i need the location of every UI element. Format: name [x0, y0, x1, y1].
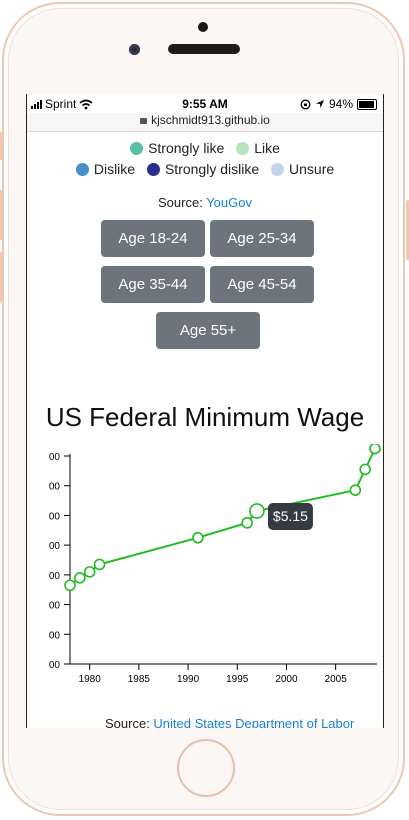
legend-label: Unsure — [289, 161, 335, 177]
battery-icon — [357, 98, 377, 110]
y-tick-label: 00 — [49, 630, 61, 641]
legend-swatch — [271, 162, 285, 176]
status-left: Sprint — [31, 97, 93, 111]
rotation-lock-icon — [300, 99, 311, 109]
address-bar[interactable]: kjschmidt913.github.io — [27, 113, 383, 132]
age-55-plus-button[interactable]: Age 55+ — [156, 312, 260, 349]
legend-label: Dislike — [93, 161, 136, 177]
volume-up-button — [0, 190, 3, 240]
legend-label: Like — [254, 140, 280, 156]
minimum-wage-chart: 00 00 00 00 00 00 00 00 1980 1985 1990 1995 2000 2005… — [49, 444, 381, 685]
age-45-54-button[interactable]: Age 45-54 — [210, 266, 314, 303]
legend-item-strongly-like: Strongly like — [130, 140, 224, 156]
x-tick-label: 1985 — [128, 674, 151, 685]
x-tick-label: 2000 — [275, 674, 298, 685]
home-button[interactable] — [177, 739, 235, 797]
status-time: 9:55 AM — [182, 97, 228, 111]
data-point[interactable] — [369, 444, 381, 455]
status-right: 94% — [300, 97, 377, 111]
tooltip-value: $5.15 — [273, 508, 308, 524]
volume-down-button — [0, 252, 3, 302]
legend-label: Strongly dislike — [164, 161, 260, 177]
y-tick-label: 00 — [49, 511, 61, 522]
legend-swatch — [146, 162, 160, 176]
carrier-label: Sprint — [45, 97, 77, 111]
y-tick-label: 00 — [49, 571, 61, 582]
wage-series-line — [69, 448, 376, 587]
data-point[interactable] — [349, 484, 362, 496]
legend-swatch — [75, 162, 89, 176]
data-point[interactable] — [192, 531, 204, 544]
data-point[interactable] — [83, 566, 96, 578]
source-yougov: Source: YouGov — [27, 195, 383, 210]
signal-icon — [31, 99, 42, 109]
camera-dot — [198, 22, 208, 32]
source-dol: Source: United States Department of Labo… — [105, 716, 354, 728]
data-point[interactable] — [359, 463, 371, 476]
legend-item-strongly-dislike: Strongly dislike — [146, 161, 260, 177]
data-point[interactable] — [93, 558, 106, 571]
legend-swatch — [236, 141, 250, 155]
y-tick-label: 00 — [49, 541, 61, 552]
location-icon — [315, 100, 324, 108]
screen: Sprint 9:55 AM 94% — [26, 94, 384, 728]
lock-icon — [140, 118, 148, 124]
y-tick-label: 00 — [49, 452, 61, 463]
mute-switch — [0, 132, 3, 160]
legend-label: Strongly like — [148, 140, 225, 156]
battery-percent: 94% — [328, 97, 353, 111]
legend-row-1: Strongly like Like — [27, 140, 383, 158]
source-prefix: Source: — [158, 195, 207, 210]
x-tick-label: 1990 — [177, 674, 200, 685]
legend-row-2: Dislike Strongly dislike Unsure — [27, 161, 383, 179]
age-35-44-button[interactable]: Age 35-44 — [101, 266, 205, 303]
data-point[interactable] — [64, 579, 76, 592]
y-tick-label: 00 — [49, 601, 61, 612]
x-tick-label: 2005 — [325, 674, 348, 685]
yougov-link[interactable]: YouGov — [206, 195, 252, 210]
data-point[interactable] — [74, 572, 86, 584]
earpiece-speaker — [168, 44, 240, 54]
status-bar: Sprint 9:55 AM 94% — [27, 94, 383, 114]
age-18-24-button[interactable]: Age 18-24 — [101, 220, 205, 257]
age-25-34-button[interactable]: Age 25-34 — [210, 220, 314, 257]
source-prefix: Source: — [105, 716, 154, 728]
data-point[interactable] — [249, 503, 265, 519]
y-tick-label: 00 — [49, 660, 61, 671]
tooltip-box — [267, 502, 313, 530]
legend-swatch — [130, 141, 144, 155]
power-button — [406, 200, 409, 260]
legend-item-dislike: Dislike — [75, 161, 136, 177]
url-text: kjschmidt913.github.io — [151, 113, 270, 127]
x-tick-label: 1980 — [79, 674, 102, 685]
chart-title: US Federal Minimum Wage — [45, 402, 365, 432]
department-of-labor-link[interactable]: United States Department of Labor — [153, 716, 355, 728]
x-tick-label: 1995 — [226, 674, 249, 685]
y-tick-label: 00 — [49, 482, 61, 493]
wifi-icon — [79, 99, 93, 109]
data-point[interactable] — [241, 517, 253, 529]
legend-item-unsure: Unsure — [271, 161, 334, 177]
front-camera — [129, 44, 140, 55]
legend-item-like: Like — [236, 140, 280, 156]
